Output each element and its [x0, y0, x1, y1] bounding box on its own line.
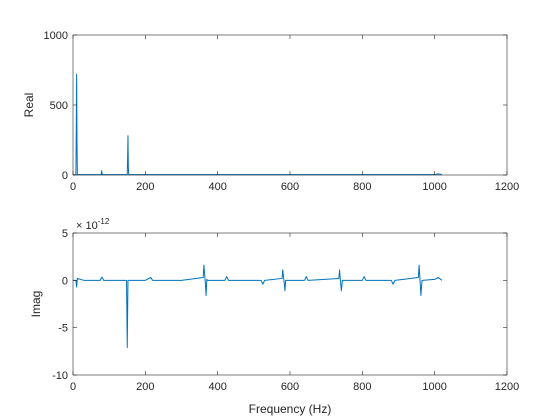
x-tick-label: 800: [353, 381, 371, 393]
x-tick-label: 600: [281, 181, 299, 193]
x-axis-label: Frequency (Hz): [249, 402, 332, 416]
axes-frame: [72, 34, 508, 176]
plot-area: [73, 233, 507, 375]
x-tick-label: 600: [281, 381, 299, 393]
y-tick-label: 500: [50, 100, 68, 112]
y-tick-label: -5: [58, 323, 68, 335]
series-line: [73, 264, 443, 349]
y-exponent-prefix: × 10: [76, 220, 98, 232]
x-tick-label: 400: [208, 381, 226, 393]
y-tick-label: -10: [52, 370, 68, 382]
y-tick-label: 0: [62, 170, 68, 182]
axes-frame: [72, 232, 508, 376]
y-exponent-value: -12: [98, 217, 110, 226]
y-tick-label: 5: [62, 228, 68, 240]
y-tick-label: 0: [62, 275, 68, 287]
y-axis-label: Imag: [29, 291, 43, 318]
y-axis-label: Real: [22, 93, 36, 118]
tick-group: 0 200 400 600 800 1000 1200 -10 -5 0 5: [52, 228, 519, 393]
plot-area: [73, 35, 507, 175]
x-tick-label: 800: [353, 181, 371, 193]
series-line: [72, 73, 442, 176]
x-tick-label: 0: [70, 181, 76, 193]
x-tick-label: 400: [208, 181, 226, 193]
x-tick-label: 0: [70, 381, 76, 393]
y-tick-label: 1000: [44, 30, 68, 42]
tick-group: 0 200 400 600 800 1000 1200 0 500 1000: [44, 30, 520, 193]
x-tick-label: 200: [136, 181, 154, 193]
x-tick-label: 1000: [422, 181, 446, 193]
x-tick-label: 1000: [422, 381, 446, 393]
x-tick-label: 200: [136, 381, 154, 393]
subplot-imag: 0 200 400 600 800 1000 1200 -10 -5 0 5 Imag × 10-1…: [29, 217, 519, 416]
x-tick-label: 1200: [495, 381, 519, 393]
y-exponent-label: × 10-12: [76, 217, 110, 232]
x-tick-label: 1200: [495, 181, 519, 193]
series-group: [72, 73, 442, 176]
subplot-real: 0 200 400 600 800 1000 1200 0 500 1000 Real: [22, 30, 519, 193]
series-group: [73, 264, 443, 349]
